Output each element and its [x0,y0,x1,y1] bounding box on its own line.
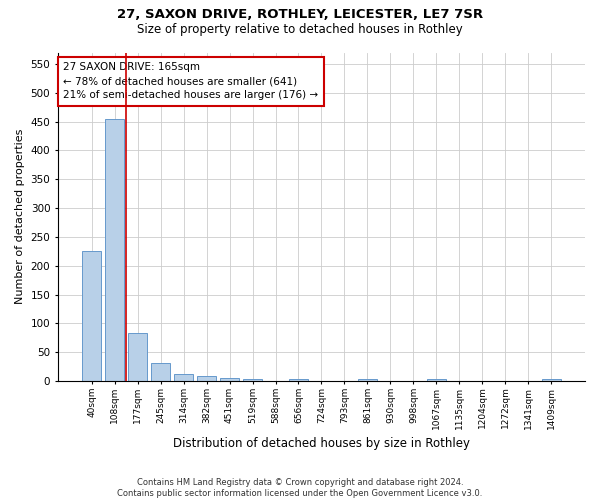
Text: 27 SAXON DRIVE: 165sqm
← 78% of detached houses are smaller (641)
21% of semi-de: 27 SAXON DRIVE: 165sqm ← 78% of detached… [63,62,319,100]
Text: Contains HM Land Registry data © Crown copyright and database right 2024.
Contai: Contains HM Land Registry data © Crown c… [118,478,482,498]
X-axis label: Distribution of detached houses by size in Rothley: Distribution of detached houses by size … [173,437,470,450]
Text: 27, SAXON DRIVE, ROTHLEY, LEICESTER, LE7 7SR: 27, SAXON DRIVE, ROTHLEY, LEICESTER, LE7… [117,8,483,20]
Bar [243,380,262,381]
Bar [542,380,561,381]
Bar [174,374,193,381]
Bar [151,362,170,381]
Y-axis label: Number of detached properties: Number of detached properties [15,129,25,304]
Bar [427,380,446,381]
Bar [289,380,308,381]
Bar [358,380,377,381]
Bar [197,376,217,381]
Bar [128,333,148,381]
Bar [220,378,239,381]
Bar [82,252,101,381]
Text: Size of property relative to detached houses in Rothley: Size of property relative to detached ho… [137,22,463,36]
Bar [105,119,124,381]
